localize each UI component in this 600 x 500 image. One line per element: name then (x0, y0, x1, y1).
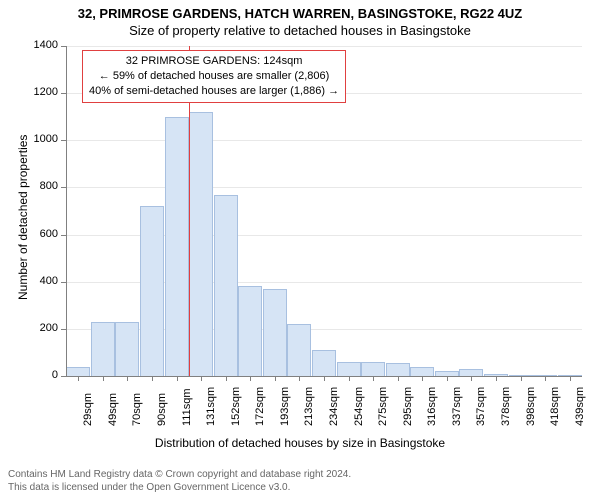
x-tick-mark (299, 376, 300, 381)
x-tick-mark (398, 376, 399, 381)
axis-line-left (66, 46, 67, 376)
x-tick-label: 378sqm (500, 387, 512, 426)
x-tick-mark (78, 376, 79, 381)
y-tick-label: 1000 (18, 133, 58, 145)
histogram-bar (189, 112, 213, 376)
annotation-box: 32 PRIMROSE GARDENS: 124sqm ← 59% of det… (82, 50, 346, 103)
x-tick-label: 316sqm (426, 387, 438, 426)
x-tick-mark (471, 376, 472, 381)
annotation-line: ← 59% of detached houses are smaller (2,… (89, 69, 339, 84)
x-tick-label: 49sqm (107, 393, 119, 426)
x-tick-label: 418sqm (549, 387, 561, 426)
histogram-bar (386, 363, 410, 376)
histogram-bar (263, 289, 287, 376)
histogram-bar (115, 322, 139, 376)
x-tick-label: 357sqm (475, 387, 487, 426)
x-tick-label: 337sqm (451, 387, 463, 426)
histogram-bar (91, 322, 115, 376)
x-tick-label: 172sqm (254, 387, 266, 426)
credit-line: Contains HM Land Registry data © Crown c… (8, 468, 351, 481)
x-tick-mark (152, 376, 153, 381)
x-tick-label: 398sqm (525, 387, 537, 426)
histogram-bar (361, 362, 385, 376)
x-tick-label: 131sqm (205, 387, 217, 426)
x-tick-mark (447, 376, 448, 381)
chart-title-main: 32, PRIMROSE GARDENS, HATCH WARREN, BASI… (0, 0, 600, 21)
histogram-bar (410, 367, 434, 376)
x-tick-mark (422, 376, 423, 381)
y-tick-label: 800 (18, 180, 58, 192)
credit-line: This data is licensed under the Open Gov… (8, 481, 351, 494)
x-tick-label: 275sqm (377, 387, 389, 426)
x-tick-mark (177, 376, 178, 381)
y-tick-label: 1200 (18, 86, 58, 98)
y-tick-label: 400 (18, 275, 58, 287)
x-tick-mark (496, 376, 497, 381)
histogram-bar (312, 350, 336, 376)
chart-title-sub: Size of property relative to detached ho… (0, 21, 600, 38)
x-tick-mark (324, 376, 325, 381)
x-tick-label: 111sqm (181, 388, 193, 426)
x-tick-label: 90sqm (156, 393, 168, 426)
x-tick-label: 439sqm (574, 387, 586, 426)
x-tick-mark (373, 376, 374, 381)
x-tick-label: 193sqm (279, 387, 291, 426)
x-tick-mark (275, 376, 276, 381)
x-tick-mark (349, 376, 350, 381)
grid-line (66, 140, 582, 141)
credit-text: Contains HM Land Registry data © Crown c… (0, 468, 351, 494)
x-tick-mark (226, 376, 227, 381)
histogram-bar (459, 369, 483, 376)
x-tick-mark (103, 376, 104, 381)
x-tick-mark (521, 376, 522, 381)
annotation-line: 40% of semi-detached houses are larger (… (89, 84, 339, 99)
histogram-bar (337, 362, 361, 376)
x-axis-label: Distribution of detached houses by size … (0, 436, 600, 450)
x-tick-mark (250, 376, 251, 381)
x-tick-mark (570, 376, 571, 381)
grid-line (66, 187, 582, 188)
x-tick-label: 295sqm (402, 387, 414, 426)
x-tick-label: 234sqm (328, 387, 340, 426)
x-tick-mark (545, 376, 546, 381)
histogram-bar (214, 195, 238, 377)
chart-container: 32, PRIMROSE GARDENS, HATCH WARREN, BASI… (0, 0, 600, 500)
y-tick-label: 0 (18, 369, 58, 381)
x-tick-label: 254sqm (353, 387, 365, 426)
x-tick-label: 29sqm (82, 393, 94, 426)
x-tick-label: 70sqm (131, 393, 143, 426)
x-tick-label: 213sqm (303, 387, 315, 426)
histogram-bar (238, 286, 262, 376)
x-tick-mark (201, 376, 202, 381)
annotation-line: 32 PRIMROSE GARDENS: 124sqm (89, 54, 339, 69)
x-tick-label: 152sqm (230, 387, 242, 426)
histogram-bar (66, 367, 90, 376)
y-tick-label: 200 (18, 322, 58, 334)
histogram-bar (287, 324, 311, 376)
grid-line (66, 46, 582, 47)
y-tick-label: 600 (18, 228, 58, 240)
histogram-bar (140, 206, 164, 376)
y-tick-label: 1400 (18, 39, 58, 51)
histogram-bar (165, 117, 189, 376)
x-tick-mark (127, 376, 128, 381)
